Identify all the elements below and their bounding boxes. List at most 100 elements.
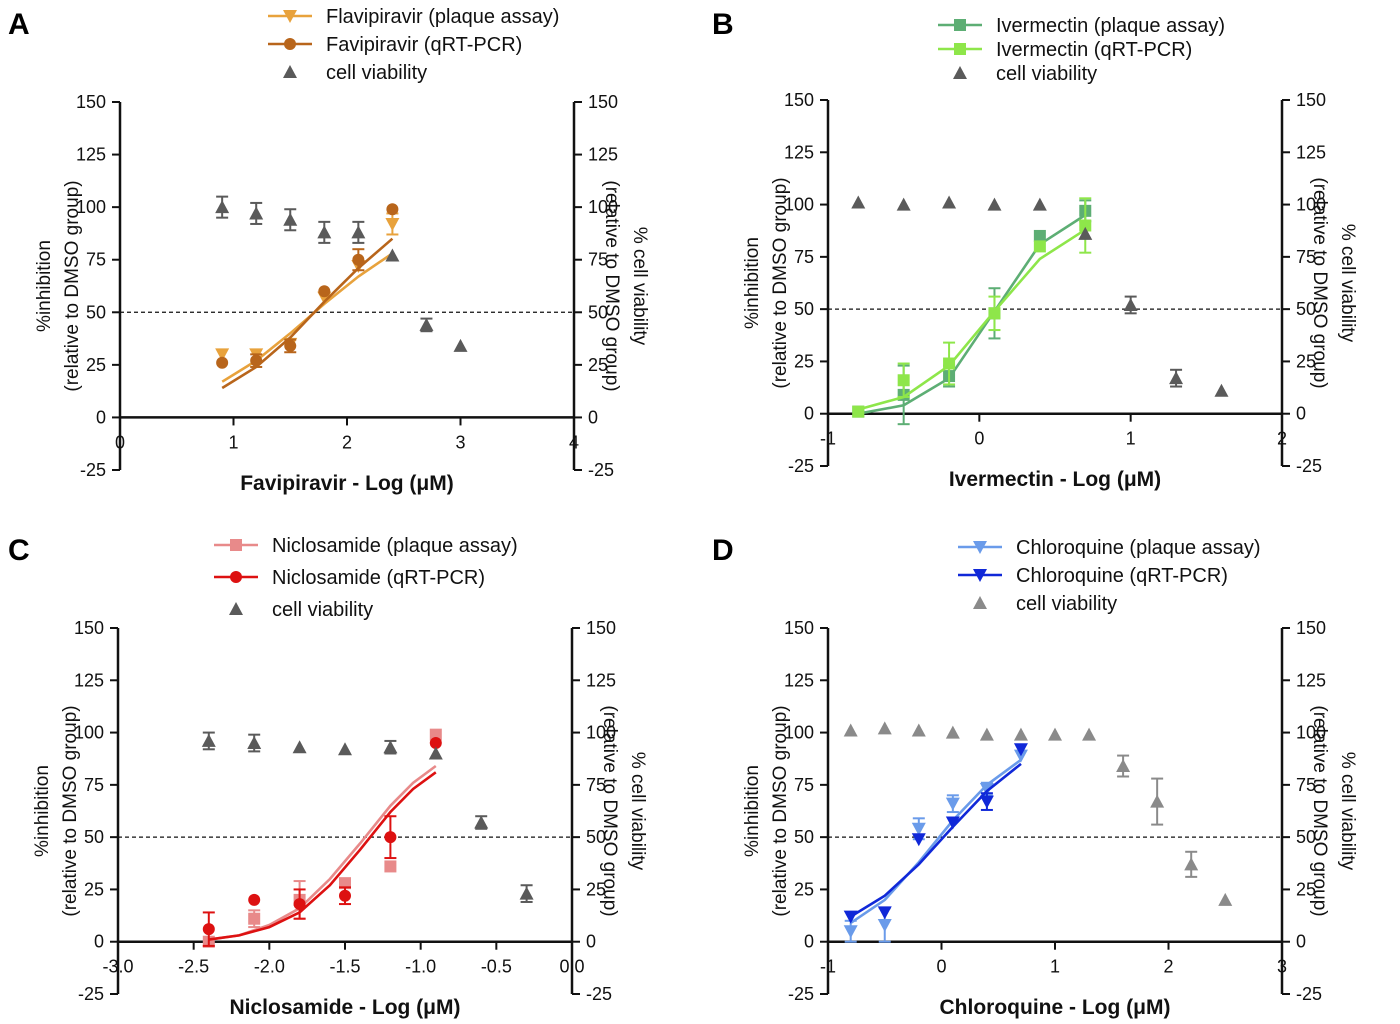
panel-letter: B [712, 8, 734, 41]
y-tick-label-left: 75 [86, 250, 106, 270]
chart-panel-b: B -25 -25 0 0 25 25 50 50 75 75 100 100 125 125 150 150 -… [712, 8, 1358, 491]
y-tick-label-left: 0 [804, 932, 814, 952]
x-tick-label: 0 [115, 432, 125, 452]
data-point [1214, 383, 1229, 397]
x-tick-label: 0 [974, 429, 984, 449]
fit-curve [857, 228, 1087, 411]
legend: Flavipiravir (plaque assay) Favipiravir (… [268, 6, 559, 84]
x-tick-label: 0.0 [559, 957, 584, 977]
legend-marker [283, 10, 297, 23]
legend-label: cell viability [1016, 593, 1117, 615]
y-axis-title-right-line: % cell viability [1337, 752, 1358, 871]
y-axis-title-right-line: % cell viability [627, 752, 648, 871]
panel-letter: C [8, 534, 30, 567]
y-tick-label-left: 75 [794, 247, 814, 267]
data-point [1184, 857, 1199, 871]
x-tick-label: -2.0 [254, 957, 285, 977]
y-tick-label-right: 0 [1296, 932, 1306, 952]
y-axis-title-right-line: % cell viability [629, 227, 650, 346]
y-axis-title-left-line: %inhibition [34, 240, 55, 332]
x-tick-label: 2 [1163, 957, 1173, 977]
data-point [943, 357, 956, 370]
y-tick-label-right: 75 [586, 775, 606, 795]
data-point [1033, 240, 1046, 253]
y-tick-label-left: 0 [94, 932, 104, 952]
y-tick-label-right: -25 [586, 984, 612, 1004]
y-tick-label-left: 50 [86, 302, 106, 322]
y-axis-title-left-line: (relative to DMSO group) [62, 180, 83, 391]
data-point [318, 285, 331, 298]
data-point [911, 723, 926, 737]
data-point [283, 212, 298, 226]
data-point [339, 889, 351, 902]
y-tick-label-right: 50 [586, 827, 606, 847]
y-tick-label-right: 75 [1296, 775, 1316, 795]
data-point [215, 348, 230, 362]
y-tick-label-left: 50 [794, 299, 814, 319]
x-tick-label: 3 [455, 432, 465, 452]
x-axis-title: Favipiravir - Log (μM) [240, 472, 454, 495]
data-point [979, 727, 994, 741]
data-point [1169, 371, 1184, 385]
legend-label: Niclosamide (qRT-PCR) [272, 567, 485, 589]
x-tick-label: -3.0 [102, 957, 133, 977]
y-tick-label-left: 0 [96, 407, 106, 427]
data-point [248, 893, 261, 906]
x-tick-label: 2 [1277, 429, 1287, 449]
legend-marker [954, 43, 966, 55]
y-tick-label-right: 25 [586, 879, 606, 899]
fit-curve [850, 762, 1022, 918]
data-point [843, 925, 858, 939]
y-tick-label-left: 125 [76, 145, 106, 165]
y-tick-label-left: 25 [84, 879, 104, 899]
y-axis-title-right: % cell viability (relative to DMSO group) [599, 705, 648, 916]
y-axis-title-left-line: %inhibition [32, 765, 53, 857]
y-tick-label-right: 150 [1296, 618, 1326, 638]
data-point [250, 354, 263, 367]
data-point [1116, 759, 1131, 773]
y-tick-label-right: 100 [588, 197, 618, 217]
series-1 [216, 203, 399, 390]
data-point [386, 203, 399, 216]
y-tick-label-right: 100 [1296, 723, 1326, 743]
y-tick-label-right: 75 [588, 250, 608, 270]
data-point [1048, 727, 1062, 741]
data-point [248, 912, 261, 925]
y-tick-label-right: 125 [588, 145, 618, 165]
data-point [987, 197, 1002, 211]
legend-marker [230, 539, 242, 551]
legend-marker [230, 571, 242, 583]
y-tick-label-right: 50 [588, 302, 608, 322]
data-point [979, 795, 994, 809]
fit-curve [221, 252, 394, 383]
x-tick-label: 4 [569, 432, 579, 452]
data-point [428, 746, 443, 760]
x-axis-title: Niclosamide - Log (μM) [229, 996, 460, 1019]
y-tick-label-left: 100 [784, 195, 814, 215]
legend-marker [954, 19, 966, 31]
y-tick-label-left: 25 [86, 355, 106, 375]
series-2 [851, 195, 1229, 397]
y-tick-label-left: 0 [804, 404, 814, 424]
data-point [911, 833, 926, 847]
data-point [1032, 197, 1047, 211]
fit-curve [208, 771, 437, 941]
series-1 [202, 737, 442, 947]
panel-letter: A [8, 8, 30, 41]
data-point [1123, 297, 1138, 311]
x-tick-label: 3 [1277, 957, 1287, 977]
y-axis-title-right-line: (relative to DMSO group) [1309, 705, 1330, 916]
data-point [852, 405, 865, 418]
y-tick-label-right: 0 [588, 407, 598, 427]
data-point [429, 737, 442, 750]
y-tick-label-left: 150 [74, 618, 104, 638]
series-1 [852, 197, 1092, 418]
y-axis-title-left-line: (relative to DMSO group) [770, 177, 791, 388]
y-axis-title-left: %inhibition (relative to DMSO group) [34, 180, 83, 391]
panel-letter: D [712, 534, 734, 567]
data-point [945, 725, 960, 739]
y-tick-label-left: 125 [784, 142, 814, 162]
data-point [877, 918, 892, 932]
data-point [202, 923, 215, 936]
